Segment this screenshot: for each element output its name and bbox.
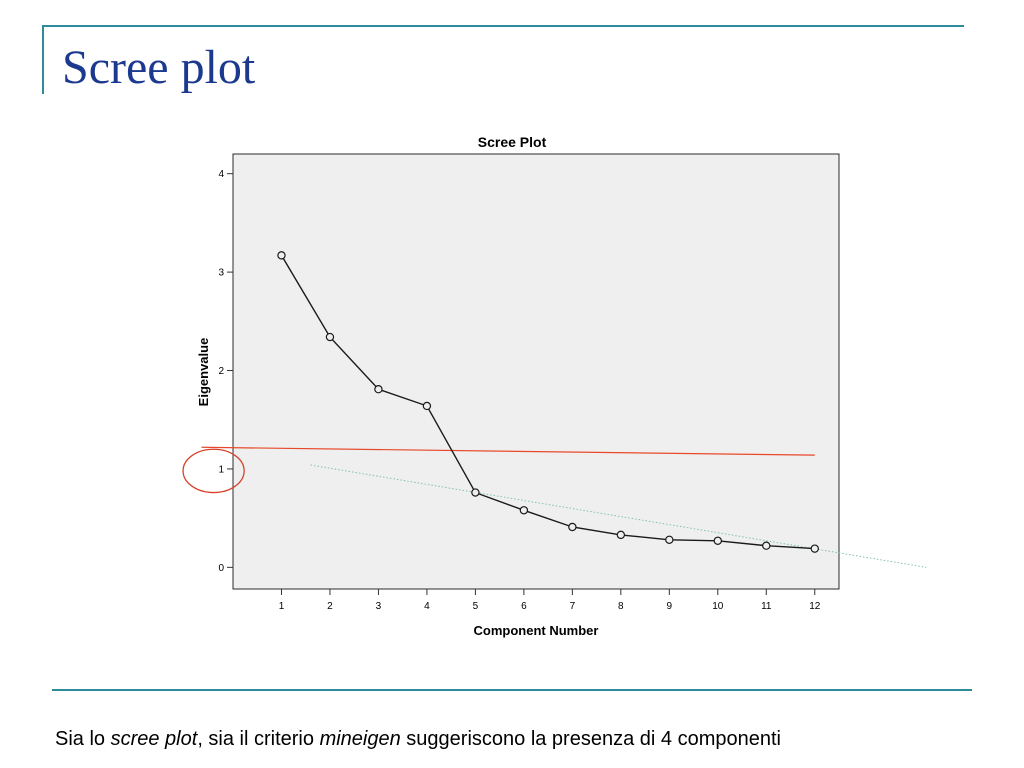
y-axis-label: Eigenvalue (196, 338, 211, 407)
title-accent-horizontal (42, 25, 964, 27)
threshold-line (201, 446, 815, 456)
caption-text-2: , sia il criterio (197, 728, 320, 750)
data-point (810, 544, 819, 553)
chart-title: Scree Plot (478, 134, 547, 150)
data-point (568, 522, 577, 532)
caption-text-1: Sia lo (55, 728, 111, 750)
slide-caption: Sia lo scree plot, sia il criterio minei… (55, 727, 935, 752)
x-tick-label: 6 (521, 601, 527, 612)
caption-term-mineigen: mineigen (319, 728, 401, 750)
trend-line (310, 464, 927, 568)
x-tick-label: 8 (618, 601, 624, 612)
data-point (713, 536, 723, 545)
x-tick-label: 2 (327, 601, 333, 612)
caption-text-3: suggeriscono la presenza di 4 componenti (400, 728, 781, 750)
data-point (471, 488, 480, 497)
y-tick-label: 2 (218, 366, 224, 377)
x-tick-label: 10 (712, 601, 724, 612)
data-point (762, 541, 771, 550)
y-tick-label: 0 (218, 563, 224, 574)
x-tick-label: 4 (424, 601, 430, 612)
bottom-divider (52, 689, 972, 691)
slide-title: Scree plot (62, 41, 256, 94)
data-point (665, 535, 674, 544)
data-point (374, 385, 383, 394)
eigenvalue-series-line (280, 255, 815, 550)
y-tick-label: 3 (218, 268, 224, 279)
caption-term-scree-plot: scree plot (110, 728, 198, 750)
x-tick-label: 12 (809, 601, 821, 612)
data-point (277, 251, 286, 260)
data-point (325, 332, 335, 342)
data-point (616, 530, 626, 540)
y-tick-label: 4 (218, 169, 224, 180)
x-tick-label: 7 (570, 601, 576, 612)
y-tick-label: 1 (218, 464, 224, 475)
eigenvalue-one-highlight-circle (182, 448, 245, 494)
x-tick-label: 1 (279, 601, 285, 612)
plot-area (232, 153, 840, 590)
x-tick-label: 5 (473, 601, 479, 612)
x-tick-label: 3 (376, 601, 382, 612)
data-point (422, 401, 432, 411)
title-accent-vertical (42, 26, 44, 94)
x-axis-label: Component Number (474, 623, 599, 638)
x-tick-label: 9 (667, 601, 673, 612)
x-tick-label: 11 (761, 601, 772, 612)
data-point (519, 506, 529, 515)
